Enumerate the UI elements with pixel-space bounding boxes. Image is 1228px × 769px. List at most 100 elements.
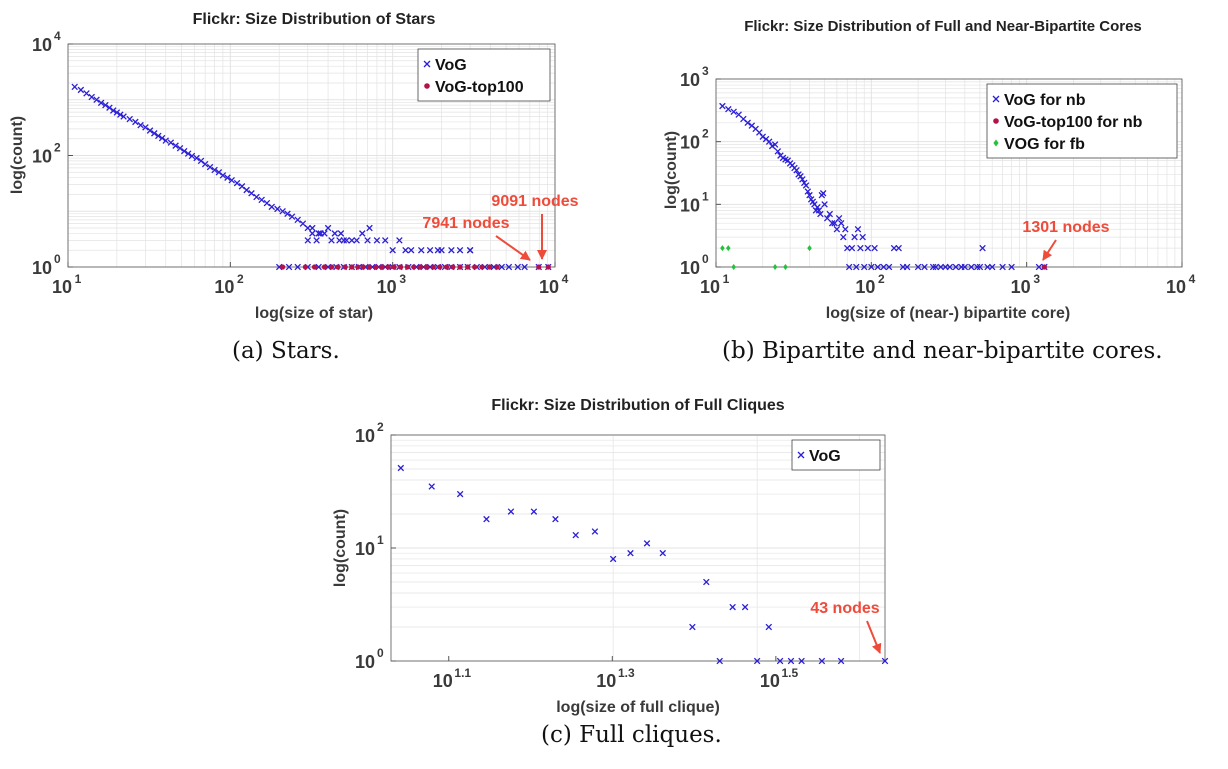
- series-vog-for-fb: [720, 245, 812, 270]
- data-point: [689, 623, 696, 631]
- data-point: [730, 108, 737, 116]
- legend-marker: [993, 139, 999, 147]
- data-point: [311, 264, 318, 270]
- data-point: [818, 657, 826, 665]
- data-point: [914, 263, 922, 271]
- data-point: [188, 152, 196, 160]
- data-point: [591, 528, 599, 535]
- data-point: [279, 207, 286, 215]
- data-point: [703, 578, 710, 586]
- data-point: [844, 244, 851, 252]
- data-point: [837, 219, 845, 227]
- data-point: [854, 226, 862, 233]
- y-tick-exponent: 1: [702, 189, 709, 203]
- data-point: [903, 263, 911, 271]
- data-point: [819, 190, 827, 197]
- legend-label: VoG: [435, 57, 467, 74]
- legend-marker: [424, 83, 430, 89]
- data-point: [772, 264, 778, 270]
- data-point: [814, 203, 821, 211]
- data-point: [391, 264, 397, 270]
- data-point: [328, 264, 335, 270]
- data-point: [396, 237, 403, 244]
- data-point: [716, 657, 723, 665]
- data-point: [342, 264, 348, 270]
- annotation-label: 43 nodes: [810, 600, 879, 617]
- y-tick-label: 10: [32, 258, 52, 278]
- data-point: [294, 216, 301, 224]
- data-point: [172, 142, 179, 149]
- data-point: [258, 196, 265, 204]
- data-point: [821, 201, 828, 208]
- data-point: [806, 191, 813, 199]
- data-point: [288, 213, 296, 220]
- data-point: [167, 139, 175, 146]
- data-point: [102, 101, 109, 109]
- data-point: [404, 264, 410, 270]
- data-point: [224, 174, 231, 181]
- data-point: [402, 246, 409, 254]
- x-axis-label: log(size of full clique): [556, 699, 720, 716]
- data-point: [828, 219, 836, 227]
- grid: [67, 43, 556, 268]
- data-point: [885, 263, 893, 271]
- data-point: [146, 127, 154, 134]
- data-point: [126, 115, 133, 123]
- data-point: [725, 105, 732, 113]
- data-point: [243, 186, 250, 194]
- data-point: [871, 244, 878, 252]
- data-point: [536, 264, 542, 270]
- x-tick-exponent: 1.5: [782, 666, 799, 680]
- data-point: [355, 264, 361, 270]
- data-point: [741, 603, 749, 611]
- data-point: [398, 264, 404, 270]
- data-point: [968, 263, 975, 271]
- data-point: [643, 540, 651, 547]
- data-point: [895, 244, 902, 252]
- data-point: [411, 264, 417, 270]
- data-point: [206, 163, 214, 171]
- data-point: [472, 264, 478, 270]
- data-point: [284, 210, 291, 218]
- data-point: [731, 264, 736, 270]
- data-point: [860, 263, 868, 271]
- annotation-arrow: [1042, 239, 1057, 261]
- y-tick-label: 10: [355, 652, 375, 672]
- data-point: [77, 86, 85, 94]
- data-point: [961, 263, 969, 271]
- legend-marker: [423, 60, 431, 68]
- data-point: [572, 531, 579, 539]
- x-axis-label: log(size of star): [255, 305, 373, 322]
- data-point: [448, 246, 455, 254]
- data-point: [984, 263, 991, 271]
- data-point: [521, 263, 528, 271]
- data-point: [201, 160, 209, 168]
- legend: VoG: [791, 439, 881, 471]
- data-point: [498, 263, 506, 271]
- data-point: [120, 113, 127, 120]
- legend: VoG for nb VoG-top100 for nb VOG for fb: [986, 83, 1178, 159]
- data-point: [837, 657, 845, 665]
- data-point: [324, 224, 332, 232]
- x-tick-label: 10: [596, 671, 616, 691]
- chart-title: Flickr: Size Distribution of Full and Ne…: [744, 18, 1142, 35]
- data-point: [83, 90, 90, 97]
- data-point: [315, 263, 322, 271]
- legend-box: [417, 48, 551, 102]
- data-point: [424, 264, 430, 270]
- data-point: [465, 264, 471, 270]
- data-point: [530, 508, 538, 515]
- data-point: [479, 264, 485, 270]
- annotation-label: 7941 nodes: [422, 215, 509, 232]
- data-point: [184, 150, 192, 157]
- data-point: [725, 245, 731, 252]
- data-point: [842, 226, 849, 233]
- data-point: [430, 264, 436, 270]
- y-tick-exponent: 2: [377, 420, 384, 434]
- x-tick-exponent: 2: [237, 272, 244, 286]
- data-point: [132, 118, 139, 126]
- data-point: [466, 246, 474, 254]
- data-point: [744, 119, 751, 127]
